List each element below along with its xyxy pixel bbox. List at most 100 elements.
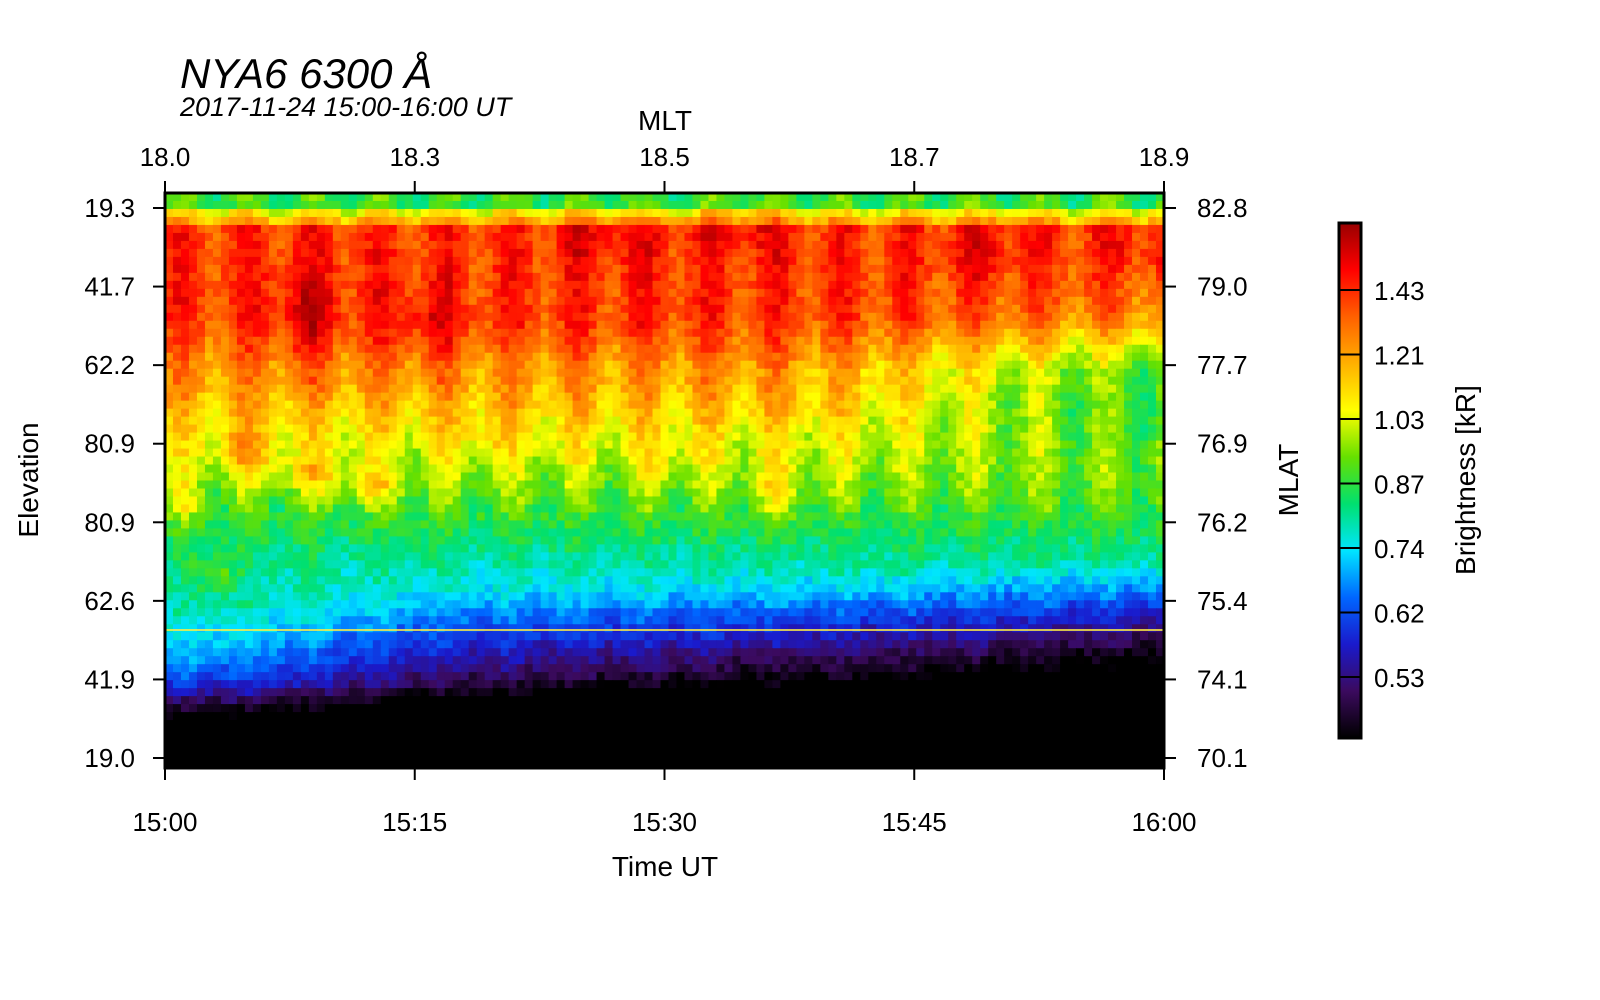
heatmap-cell [452, 288, 462, 298]
heatmap-cell [636, 312, 646, 322]
heatmap-cell [316, 224, 326, 234]
heatmap-cell [764, 416, 773, 426]
heatmap-cell [180, 248, 190, 258]
heatmap-cell [308, 352, 318, 362]
heatmap-cell [1004, 376, 1013, 386]
heatmap-cell [828, 208, 837, 218]
heatmap-cell [804, 240, 813, 250]
heatmap-cell [412, 208, 422, 218]
heatmap-cell [204, 193, 214, 202]
heatmap-cell [316, 480, 326, 490]
heatmap-cell [916, 224, 925, 234]
heatmap-cell [788, 296, 797, 306]
heatmap-cell [228, 264, 238, 274]
heatmap-cell [1004, 352, 1013, 362]
heatmap-cell [165, 496, 174, 506]
heatmap-cell [780, 200, 789, 210]
heatmap-cell [468, 256, 478, 266]
heatmap-cell [308, 240, 318, 250]
heatmap-cell [900, 193, 909, 202]
heatmap-cell [908, 208, 917, 218]
heatmap-cell [724, 400, 734, 410]
heatmap-cell [708, 256, 718, 266]
heatmap-cell [708, 328, 718, 338]
heatmap-cell [284, 488, 294, 498]
heatmap-cell [1108, 216, 1117, 226]
heatmap-cell [532, 464, 542, 474]
heatmap-cell [756, 272, 765, 282]
heatmap-cell [300, 424, 310, 434]
heatmap-cell [1036, 456, 1045, 466]
heatmap-cell [828, 368, 837, 378]
heatmap-cell [844, 256, 853, 266]
heatmap-cell [996, 232, 1005, 242]
heatmap-cell [796, 336, 805, 346]
heatmap-cell [452, 352, 462, 362]
heatmap-cell [1116, 256, 1125, 266]
heatmap-cell [620, 408, 630, 418]
heatmap-cell [516, 472, 526, 482]
heatmap-cell [820, 208, 829, 218]
heatmap-cell [684, 224, 694, 234]
heatmap-cell [412, 464, 422, 474]
heatmap-cell [804, 272, 813, 282]
heatmap-cell [1084, 193, 1093, 202]
heatmap-cell [1028, 280, 1037, 290]
heatmap-cell [500, 472, 510, 482]
heatmap-cell [868, 464, 877, 474]
heatmap-cell [644, 272, 654, 282]
heatmap-cell [340, 328, 350, 338]
heatmap-cell [868, 440, 877, 450]
heatmap-cell [956, 456, 965, 466]
heatmap-cell [700, 344, 710, 354]
heatmap-cell [508, 216, 518, 226]
heatmap-cell [268, 448, 278, 458]
heatmap-cell [364, 456, 374, 466]
heatmap-cell [1108, 288, 1117, 298]
heatmap-cell [524, 416, 534, 426]
heatmap-cell [836, 272, 845, 282]
heatmap-cell [316, 216, 326, 226]
heatmap-cell [676, 416, 686, 426]
heatmap-cell [940, 344, 949, 354]
heatmap-cell [372, 200, 382, 210]
heatmap-cell [948, 472, 957, 482]
heatmap-cell [740, 216, 750, 226]
heatmap-cell [180, 424, 190, 434]
heatmap-cell [804, 280, 813, 290]
heatmap-cell [644, 304, 654, 314]
heatmap-cell [988, 416, 997, 426]
heatmap-cell [436, 416, 446, 426]
heatmap-cell [588, 352, 598, 362]
heatmap-cell [300, 504, 310, 514]
heatmap-cell [292, 384, 302, 394]
heatmap-cell [292, 344, 302, 354]
heatmap-cell [652, 416, 662, 426]
heatmap-cell [684, 376, 694, 386]
heatmap-cell [1156, 272, 1165, 282]
heatmap-cell [396, 200, 406, 210]
heatmap-cell [924, 392, 933, 402]
heatmap-cell [564, 392, 574, 402]
heatmap-cell [1108, 408, 1117, 418]
heatmap-cell [348, 256, 358, 266]
heatmap-cell [796, 384, 805, 394]
heatmap-cell [284, 232, 294, 242]
heatmap-cell [412, 400, 422, 410]
heatmap-cell [716, 224, 726, 234]
heatmap-cell [948, 352, 957, 362]
heatmap-cell [1068, 456, 1077, 466]
heatmap-cell [204, 328, 214, 338]
heatmap-cell [324, 280, 334, 290]
heatmap-cell [812, 416, 821, 426]
heatmap-cell [500, 296, 510, 306]
heatmap-cell [940, 480, 949, 490]
heatmap-cell [324, 368, 334, 378]
heatmap-cell [180, 216, 190, 226]
heatmap-cell [756, 232, 765, 242]
heatmap-cell [508, 232, 518, 242]
heatmap-cell [828, 352, 837, 362]
heatmap-cell [428, 472, 438, 482]
heatmap-cell [1004, 328, 1013, 338]
heatmap-cell [380, 376, 390, 386]
